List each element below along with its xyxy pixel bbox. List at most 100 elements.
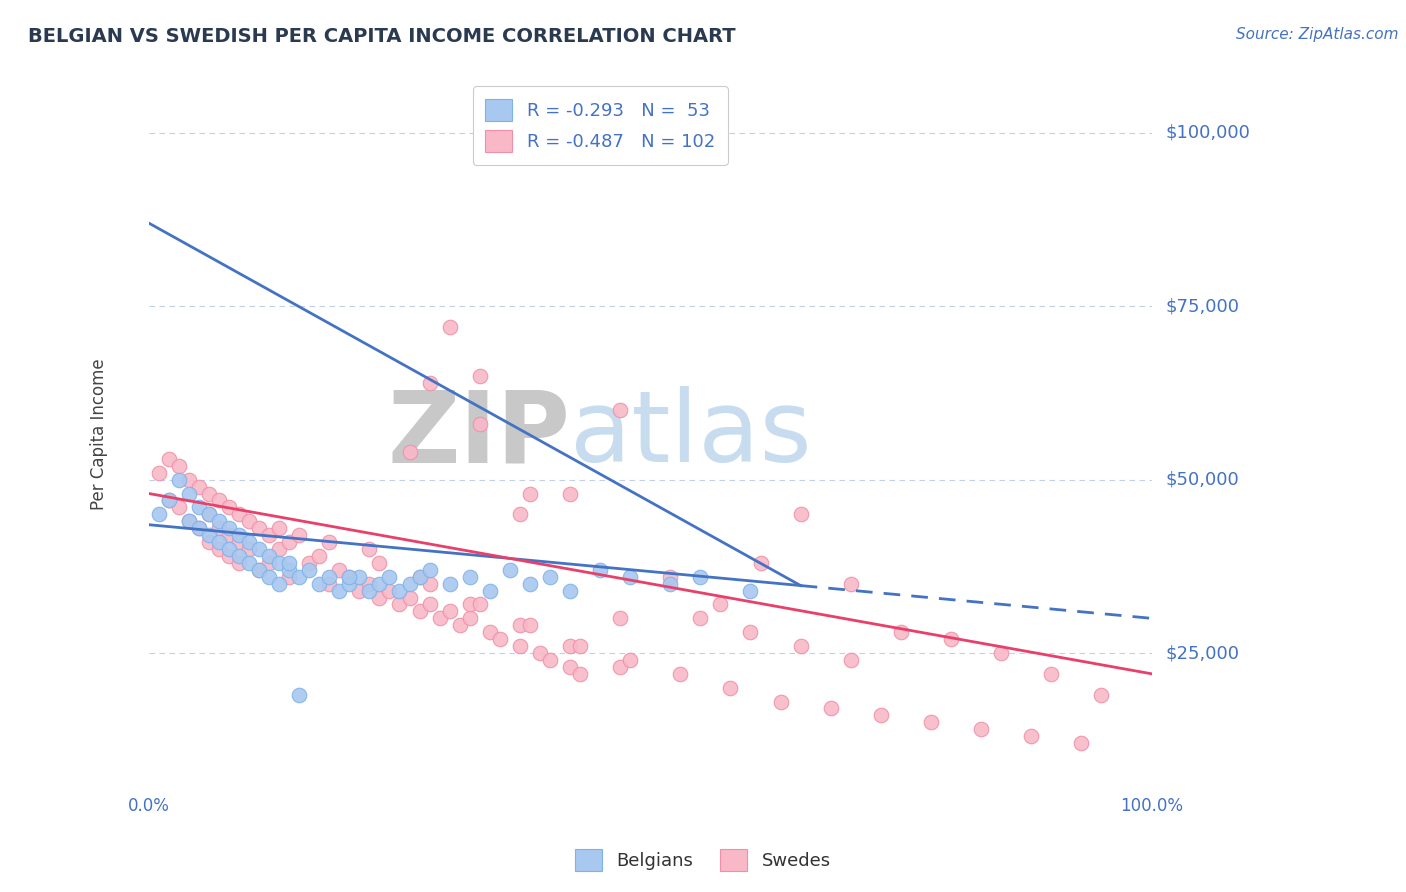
Point [419, 598, 441, 612]
Point [558, 486, 581, 500]
Point [328, 583, 350, 598]
Point [167, 458, 190, 473]
Point [187, 500, 209, 515]
Point [308, 549, 330, 563]
Point [228, 528, 250, 542]
Text: $75,000: $75,000 [1166, 297, 1240, 315]
Text: $50,000: $50,000 [1166, 471, 1239, 489]
Point [177, 486, 200, 500]
Point [238, 514, 260, 528]
Point [709, 598, 731, 612]
Point [449, 618, 471, 632]
Point [228, 549, 250, 563]
Point [408, 570, 430, 584]
Point [839, 576, 862, 591]
Point [198, 508, 221, 522]
Point [1019, 729, 1042, 743]
Point [368, 591, 391, 605]
Point [177, 473, 200, 487]
Point [198, 528, 221, 542]
Point [257, 549, 280, 563]
Point [499, 563, 522, 577]
Point [228, 508, 250, 522]
Point [609, 611, 631, 625]
Point [519, 576, 541, 591]
Point [288, 570, 311, 584]
Point [619, 570, 641, 584]
Point [519, 618, 541, 632]
Point [468, 598, 491, 612]
Text: $25,000: $25,000 [1166, 644, 1240, 662]
Point [488, 632, 510, 647]
Point [257, 556, 280, 570]
Point [659, 570, 682, 584]
Point [257, 570, 280, 584]
Point [208, 535, 231, 549]
Point [247, 563, 270, 577]
Point [920, 715, 942, 730]
Point [359, 576, 381, 591]
Point [238, 541, 260, 556]
Point [839, 653, 862, 667]
Point [318, 576, 340, 591]
Point [398, 591, 420, 605]
Point [308, 576, 330, 591]
Point [419, 376, 441, 390]
Point [609, 403, 631, 417]
Point [269, 576, 291, 591]
Point [1040, 666, 1063, 681]
Point [187, 479, 209, 493]
Point [167, 473, 190, 487]
Point [228, 535, 250, 549]
Point [419, 563, 441, 577]
Point [569, 666, 592, 681]
Point [157, 493, 180, 508]
Point [398, 445, 420, 459]
Point [247, 563, 270, 577]
Point [789, 508, 811, 522]
Point [468, 417, 491, 432]
Text: $100,000: $100,000 [1166, 124, 1250, 142]
Point [269, 521, 291, 535]
Point [269, 556, 291, 570]
Point [789, 639, 811, 653]
Point [1070, 736, 1092, 750]
Point [278, 535, 301, 549]
Point [529, 646, 551, 660]
Point [247, 541, 270, 556]
Point [408, 604, 430, 618]
Point [177, 514, 200, 528]
Point [177, 514, 200, 528]
Text: atlas: atlas [569, 386, 811, 483]
Point [820, 701, 842, 715]
Point [439, 604, 461, 618]
Point [298, 563, 321, 577]
Point [328, 563, 350, 577]
Point [749, 556, 772, 570]
Point [468, 368, 491, 383]
Point [157, 493, 180, 508]
Point [890, 625, 912, 640]
Legend: R = -0.293   N =  53, R = -0.487   N = 102: R = -0.293 N = 53, R = -0.487 N = 102 [472, 87, 727, 165]
Point [208, 493, 231, 508]
Text: Per Capita Income: Per Capita Income [90, 359, 108, 510]
Point [359, 541, 381, 556]
Point [398, 576, 420, 591]
Point [157, 451, 180, 466]
Point [659, 576, 682, 591]
Point [148, 508, 170, 522]
Point [368, 556, 391, 570]
Point [870, 708, 893, 723]
Point [558, 660, 581, 674]
Point [288, 528, 311, 542]
Point [349, 570, 371, 584]
Point [509, 618, 531, 632]
Point [509, 639, 531, 653]
Point [359, 583, 381, 598]
Text: ZIP: ZIP [387, 386, 569, 483]
Point [669, 666, 692, 681]
Point [278, 570, 301, 584]
Point [288, 688, 311, 702]
Point [218, 549, 240, 563]
Point [337, 576, 360, 591]
